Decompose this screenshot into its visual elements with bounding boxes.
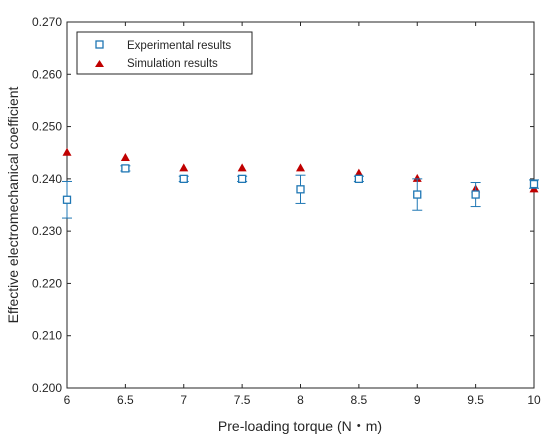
simulation-point xyxy=(354,168,364,177)
legend-box xyxy=(76,31,253,75)
y-tick-label: 0.230 xyxy=(32,224,62,238)
experimental-point xyxy=(529,179,539,189)
legend-label-simulation: Simulation results xyxy=(127,58,218,70)
simulation-point xyxy=(62,147,72,156)
experimental-point xyxy=(413,190,422,199)
experimental-point xyxy=(237,174,247,184)
y-tick-label: 0.250 xyxy=(32,120,62,134)
x-tick-label: 9 xyxy=(414,393,421,407)
experimental-point xyxy=(354,174,364,184)
x-tick-label: 8 xyxy=(297,393,304,407)
y-tick-label: 0.240 xyxy=(32,172,62,186)
experimental-point xyxy=(179,174,188,184)
x-axis-label: Pre-loading torque (N・m) xyxy=(218,418,382,434)
simulation-point xyxy=(120,152,130,161)
experimental-point xyxy=(121,164,130,173)
y-tick-label: 0.260 xyxy=(32,67,62,81)
x-axis-ticks: 6 6.5 7 7.5 8 8.5 9 9.5 10 xyxy=(64,22,541,407)
y-axis-ticks: 0.200 0.210 0.220 0.230 0.240 0.250 0.260 0.270 xyxy=(32,15,534,395)
experimental-point xyxy=(62,195,72,204)
legend-marker-simulation xyxy=(95,60,104,67)
y-tick-label: 0.270 xyxy=(32,15,62,29)
legend: Experimental results Simulation results xyxy=(76,31,253,75)
experimental-point xyxy=(296,185,305,194)
simulation-point xyxy=(179,163,189,172)
simulation-point xyxy=(296,163,305,172)
simulation-point xyxy=(237,163,247,172)
y-axis-label: Effective electromechanical coefficient xyxy=(5,86,21,323)
simulation-point xyxy=(412,173,422,182)
x-tick-label: 9.5 xyxy=(467,393,484,407)
plot-area xyxy=(66,21,535,389)
x-tick-label: 7 xyxy=(180,393,187,407)
legend-marker-experimental xyxy=(95,40,104,49)
x-tick-label: 6 xyxy=(64,393,71,407)
legend-label-experimental: Experimental results xyxy=(127,40,231,52)
x-tick-label: 6.5 xyxy=(117,393,134,407)
y-tick-label: 0.220 xyxy=(32,276,62,290)
y-tick-label: 0.200 xyxy=(32,381,62,395)
series-layer xyxy=(62,147,539,219)
y-tick-label: 0.210 xyxy=(32,329,62,343)
x-tick-label: 10 xyxy=(527,393,541,407)
experimental-point xyxy=(471,190,480,199)
x-tick-label: 7.5 xyxy=(234,393,251,407)
x-tick-label: 8.5 xyxy=(351,393,368,407)
